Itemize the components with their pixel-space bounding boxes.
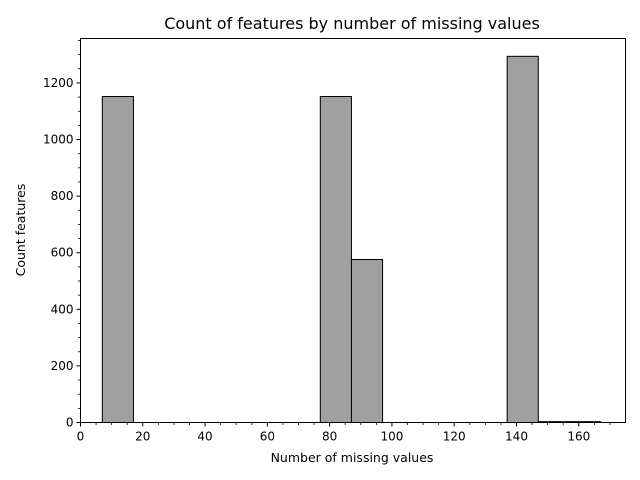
plot-area-frame <box>80 38 626 423</box>
x-tick-label: 160 <box>567 430 590 444</box>
y-tick-label: 600 <box>51 246 74 260</box>
y-tick-label: 200 <box>51 359 74 373</box>
y-axis-ticks: 0 200 400 600 800 1000 1200 <box>43 40 81 430</box>
y-axis-label: Count features <box>13 184 28 277</box>
x-tick-label: 120 <box>443 430 466 444</box>
histogram-bar-7 <box>319 96 352 423</box>
x-tick-label: 80 <box>322 430 337 444</box>
x-tick-label: 20 <box>135 430 150 444</box>
chart-title: Count of features by number of missing v… <box>164 14 540 33</box>
x-tick-label: 140 <box>505 430 528 444</box>
histogram-bar-13 <box>506 55 539 423</box>
y-tick-label: 1200 <box>43 76 74 90</box>
x-tick-label: 60 <box>260 430 275 444</box>
y-tick-label: 0 <box>66 416 74 430</box>
x-tick-label: 40 <box>197 430 212 444</box>
x-axis-ticks: 0 20 40 60 80 100 120 140 160 <box>77 422 611 444</box>
histogram-bar-8 <box>350 259 384 423</box>
y-tick-label: 1000 <box>43 133 74 147</box>
x-tick-label: 0 <box>77 430 85 444</box>
y-tick-label: 400 <box>51 302 74 316</box>
x-tick-label: 100 <box>380 430 403 444</box>
bars-group <box>101 55 602 423</box>
x-axis-label: Number of missing values <box>271 450 434 465</box>
y-tick-label: 800 <box>51 189 74 203</box>
histogram-bar-0 <box>101 96 134 423</box>
